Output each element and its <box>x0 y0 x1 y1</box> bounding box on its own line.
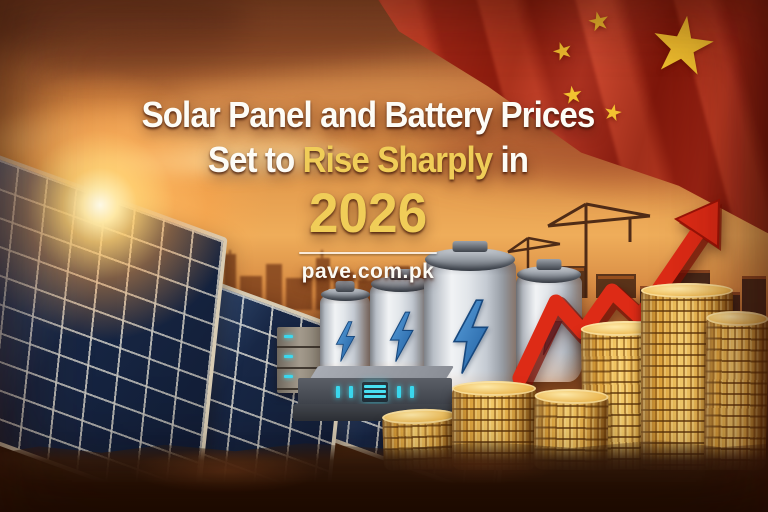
headline-line2-prefix: Set to <box>207 139 303 181</box>
led-indicator <box>284 355 293 358</box>
led-display <box>362 381 388 402</box>
divider-line <box>299 251 437 254</box>
battery-base-unit <box>298 378 452 405</box>
battery-terminal <box>335 281 355 292</box>
brand-website: pave.com.pk <box>301 259 435 283</box>
battery-cap <box>320 288 370 301</box>
led-indicator <box>410 385 414 398</box>
led-indicator <box>397 385 401 398</box>
ground-foreground <box>0 440 768 512</box>
led-indicator <box>336 385 340 398</box>
battery-cap <box>516 266 582 283</box>
battery-terminal <box>389 269 413 280</box>
battery-terminal <box>452 241 488 252</box>
battery <box>516 259 582 382</box>
lightning-bolt-icon <box>452 299 489 375</box>
led-indicator <box>284 335 293 338</box>
battery-terminal <box>536 259 562 270</box>
led-indicator <box>284 375 293 378</box>
headline: Solar Panel and Battery Prices Set to Ri… <box>0 92 736 284</box>
battery-cap <box>424 248 516 271</box>
headline-line1: Solar Panel and Battery Prices <box>141 94 596 135</box>
cloud-streak <box>0 0 250 62</box>
headline-line2: Set to Rise Sharply in <box>29 137 706 182</box>
lightning-bolt-icon <box>335 321 356 362</box>
led-indicator <box>349 385 353 398</box>
headline-line2-highlight: Rise Sharply <box>302 139 494 181</box>
lightning-bolt-icon <box>389 311 414 362</box>
battery-cap <box>370 276 432 292</box>
flag-star-small-icon: ★ <box>584 3 614 39</box>
headline-year: 2026 <box>308 180 428 244</box>
headline-line2-suffix: in <box>492 139 530 181</box>
flag-star-large-icon: ★ <box>642 0 724 94</box>
